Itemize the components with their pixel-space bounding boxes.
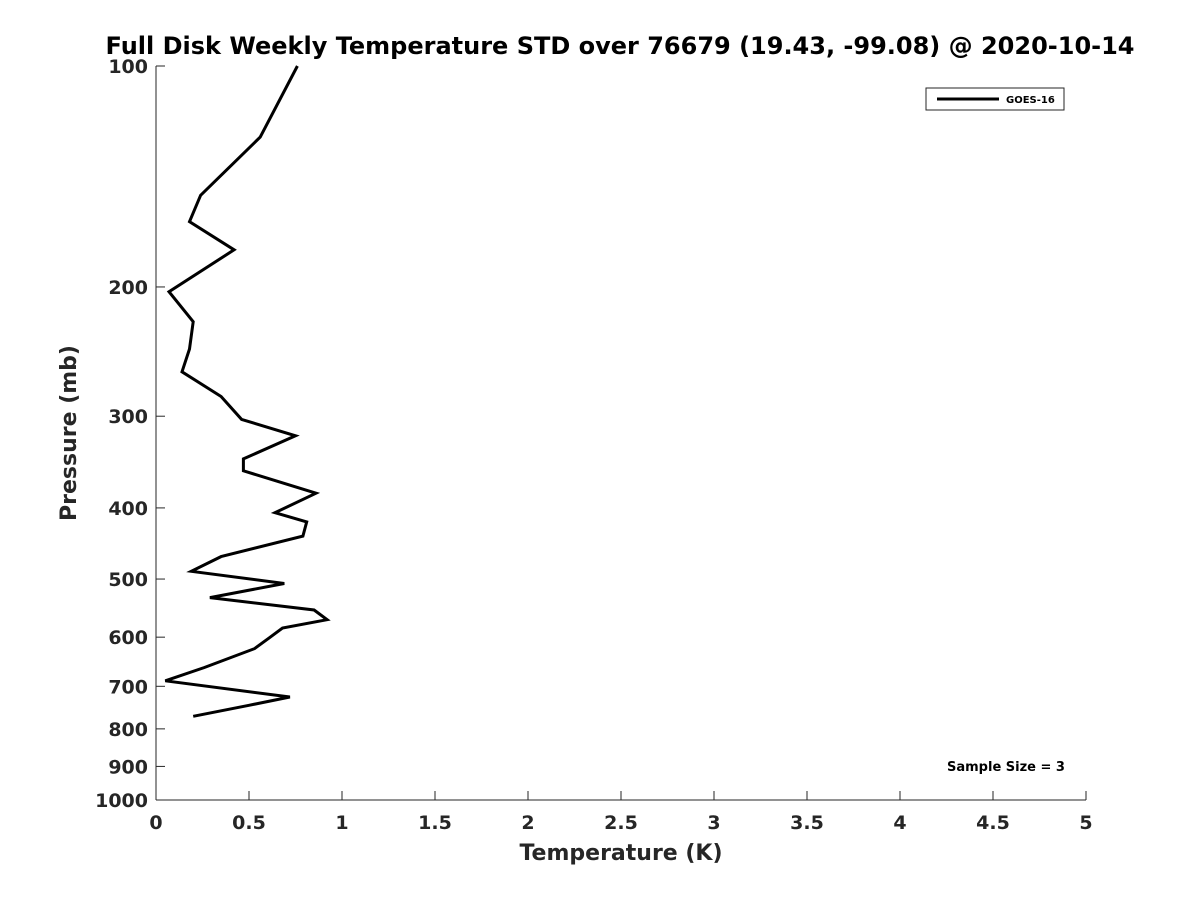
x-tick-label: 1.5: [418, 812, 452, 834]
plot-area: 0 0.5 1 1.5 2 2.5 3 3.5 4 4.5 5 100 200 300 400 500 600…: [95, 56, 1093, 834]
legend-label-goes-16: GOES-16: [1006, 95, 1055, 106]
y-tick-label: 200: [108, 277, 148, 299]
series-layer: [164, 65, 331, 718]
x-tick-label: 2: [521, 812, 534, 834]
x-tick-label: 2.5: [604, 812, 638, 834]
y-tick-label: 700: [108, 676, 148, 698]
x-tick-label: 3.5: [790, 812, 824, 834]
y-tick-label: 300: [108, 406, 148, 428]
sample-size-annotation: Sample Size = 3: [947, 760, 1065, 775]
x-tick-label: 5: [1079, 812, 1092, 834]
x-axis-ticks: 0 0.5 1 1.5 2 2.5 3 3.5 4 4.5 5: [149, 791, 1093, 834]
x-tick-label: 0.5: [232, 812, 266, 834]
y-tick-label: 600: [108, 627, 148, 649]
x-tick-label: 1: [335, 812, 348, 834]
y-tick-label: 1000: [95, 790, 148, 812]
y-tick-label: 500: [108, 569, 148, 591]
x-axis-label: Temperature (K): [519, 841, 722, 866]
x-tick-label: 3: [707, 812, 720, 834]
x-tick-label: 0: [149, 812, 162, 834]
y-tick-label: 800: [108, 719, 148, 741]
x-tick-label: 4.5: [976, 812, 1010, 834]
y-tick-label: 900: [108, 756, 148, 778]
chart-title: Full Disk Weekly Temperature STD over 76…: [106, 32, 1135, 60]
y-axis-label: Pressure (mb): [57, 345, 82, 521]
y-tick-label: 100: [108, 56, 148, 78]
y-tick-label: 400: [108, 498, 148, 520]
x-tick-label: 4: [893, 812, 906, 834]
y-axis-ticks: 100 200 300 400 500 600 700 800 900 1000: [95, 56, 165, 812]
legend: GOES-16: [925, 87, 1065, 111]
series-line-goes-16: [164, 65, 331, 718]
